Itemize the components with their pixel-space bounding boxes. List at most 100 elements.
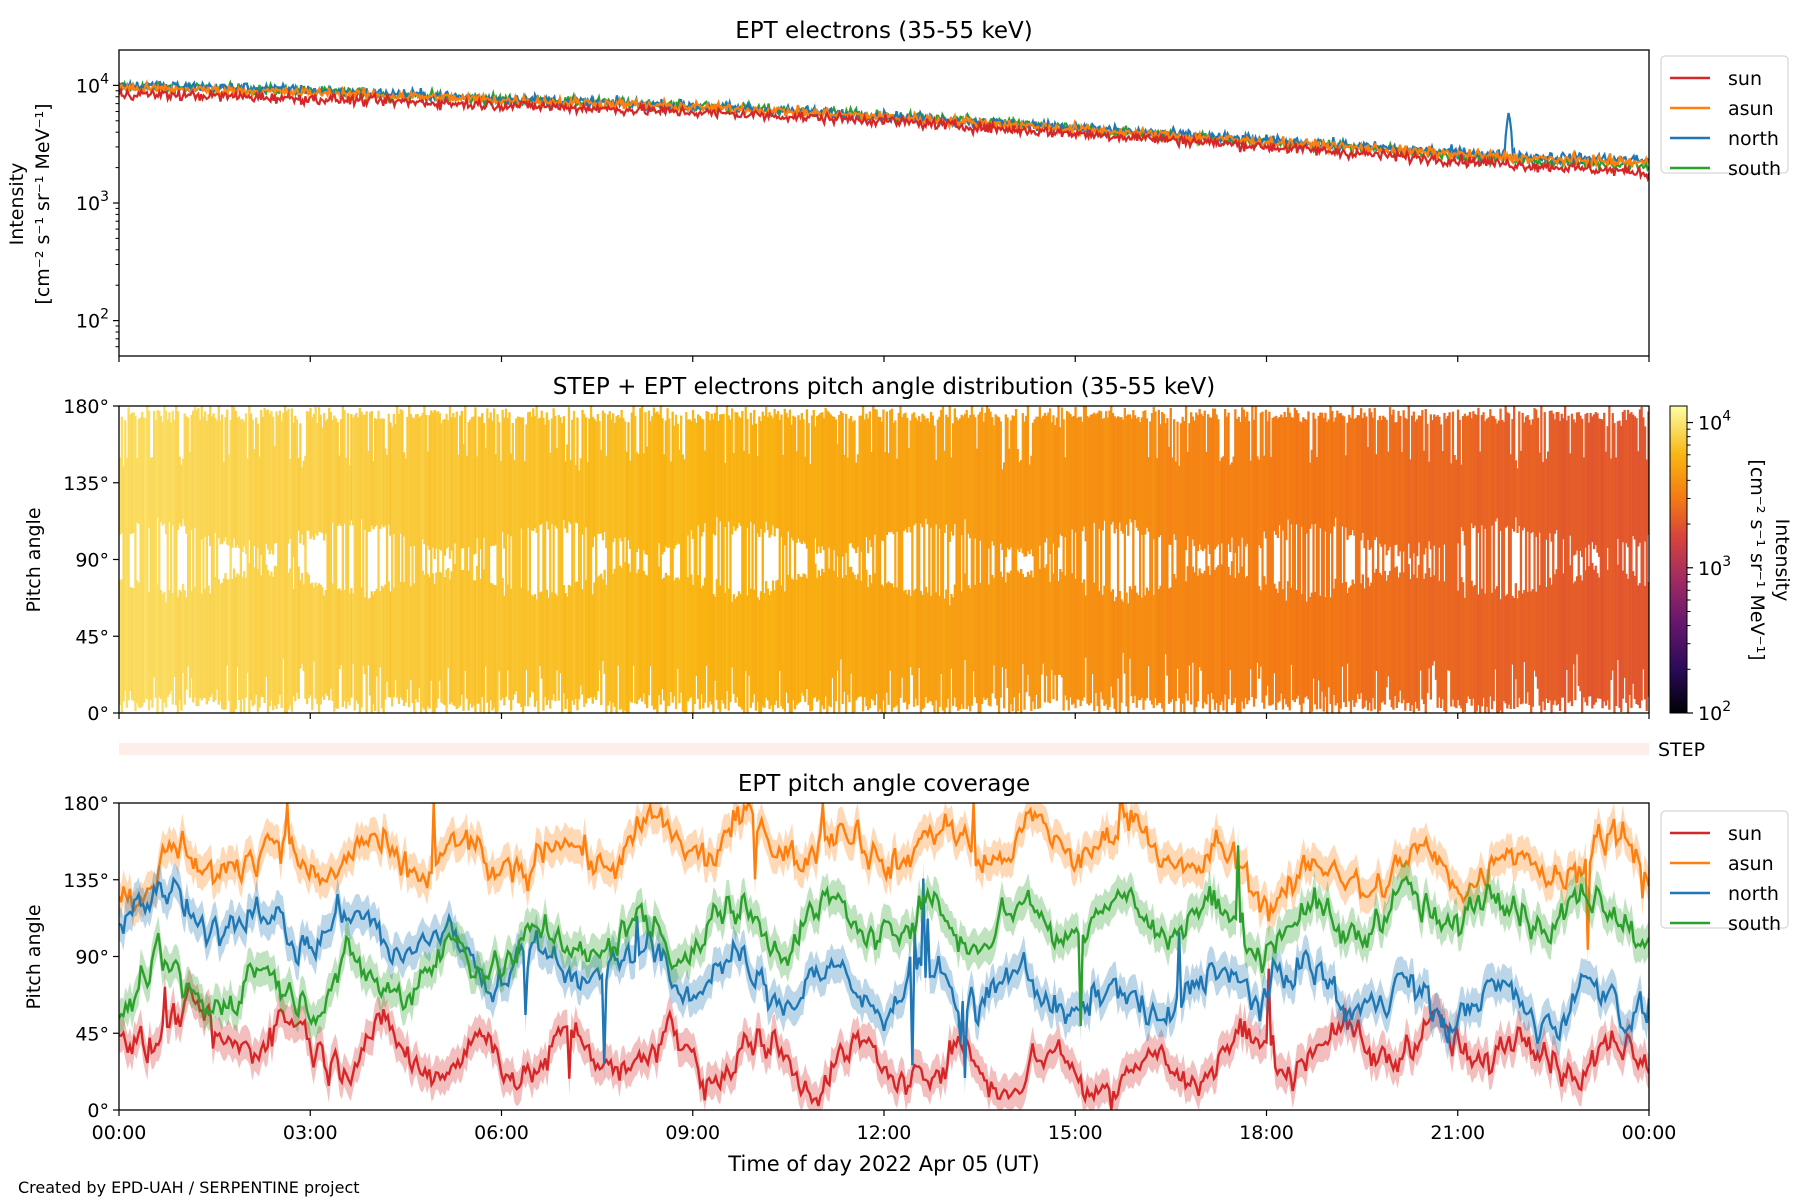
pad-cell bbox=[1383, 417, 1387, 545]
pad-cell bbox=[1581, 418, 1584, 558]
pad-cell bbox=[833, 416, 836, 551]
pad-cell bbox=[146, 406, 149, 700]
pad-cell bbox=[336, 589, 339, 709]
pad-cell bbox=[1428, 568, 1431, 669]
pad-cell bbox=[1264, 584, 1268, 696]
pad-cell bbox=[1174, 461, 1177, 540]
pad-cell bbox=[156, 410, 159, 518]
pad-cell bbox=[676, 577, 679, 669]
pad-cell bbox=[666, 575, 669, 707]
pad-cell bbox=[1106, 417, 1109, 710]
pad-cell bbox=[1283, 411, 1286, 699]
pad-cell bbox=[1258, 459, 1261, 546]
pad-cell bbox=[1319, 595, 1322, 709]
pad-cell bbox=[450, 571, 453, 703]
pad-cell bbox=[379, 590, 382, 668]
pad-cell bbox=[1535, 409, 1538, 537]
pad-cell bbox=[817, 414, 820, 547]
pad-cell bbox=[1122, 419, 1125, 534]
pad-cell bbox=[960, 591, 963, 705]
pad-cell bbox=[1579, 575, 1582, 692]
pad-cell bbox=[1441, 451, 1444, 700]
panel3-title: EPT pitch angle coverage bbox=[738, 771, 1030, 797]
pad-cell bbox=[759, 591, 763, 713]
pad-cell bbox=[1348, 414, 1351, 536]
pad-cell bbox=[1324, 597, 1327, 697]
pad-cell bbox=[346, 413, 350, 702]
pad-cell bbox=[996, 416, 999, 706]
pad-cell bbox=[984, 412, 987, 700]
pad-cell bbox=[1203, 570, 1206, 703]
pad-cell bbox=[1227, 412, 1230, 545]
pad-cell bbox=[1416, 578, 1419, 709]
pad-cell bbox=[1181, 416, 1184, 704]
pad-cell bbox=[202, 416, 205, 698]
pad-cell bbox=[297, 566, 300, 699]
pad-cell bbox=[744, 407, 747, 672]
pad-cell bbox=[1570, 413, 1574, 707]
pad-cell bbox=[221, 582, 224, 709]
pad-cell bbox=[533, 415, 537, 529]
series-line-sun bbox=[119, 87, 1649, 183]
pad-cell bbox=[445, 413, 448, 549]
pad-cell bbox=[402, 452, 406, 537]
pad-cell bbox=[431, 573, 435, 713]
pad-cell bbox=[827, 412, 831, 548]
pad-cell bbox=[1416, 419, 1419, 557]
pad-cell bbox=[261, 416, 265, 697]
pad-cell bbox=[513, 459, 516, 695]
pad-cell bbox=[1446, 416, 1449, 671]
pad-cell bbox=[486, 408, 489, 703]
pad-cell bbox=[776, 579, 780, 709]
pad-cell bbox=[856, 574, 860, 698]
pad-cell bbox=[387, 413, 390, 525]
pad-cell bbox=[1402, 572, 1405, 700]
pad-cell bbox=[1271, 418, 1274, 705]
pad-cell bbox=[952, 423, 955, 536]
pad-cell bbox=[1550, 584, 1553, 713]
pad-cell bbox=[338, 588, 341, 670]
pad-cell bbox=[210, 416, 214, 694]
pad-cell bbox=[929, 411, 933, 528]
pad-cell bbox=[1409, 579, 1412, 711]
pad-cell bbox=[1021, 413, 1024, 554]
pad-cell bbox=[1536, 417, 1540, 689]
pad-cell bbox=[324, 589, 327, 694]
pad-cell bbox=[1084, 406, 1087, 542]
pad-cell bbox=[1144, 410, 1147, 535]
pad-cell bbox=[940, 409, 943, 675]
pad-cell bbox=[545, 412, 548, 522]
pad-cell bbox=[875, 409, 878, 695]
pad-cell bbox=[681, 454, 684, 712]
pad-cell bbox=[1028, 464, 1031, 555]
pad-cell bbox=[1504, 406, 1507, 528]
pad-cell bbox=[795, 451, 798, 543]
pad-cell bbox=[799, 419, 802, 543]
pad-cell bbox=[1319, 412, 1322, 529]
pad-cell bbox=[1594, 565, 1597, 703]
pad-cell bbox=[1193, 420, 1196, 546]
pad-cell bbox=[914, 588, 917, 699]
pad-cell bbox=[384, 584, 387, 700]
pad-cell bbox=[880, 584, 883, 713]
pad-cell bbox=[584, 417, 588, 528]
pad-cell bbox=[1309, 597, 1312, 713]
pad-cell bbox=[372, 594, 375, 705]
pad-cell bbox=[807, 423, 810, 706]
pad-cell bbox=[1385, 580, 1388, 688]
pad-cell bbox=[909, 420, 912, 533]
pad-cell bbox=[1246, 575, 1249, 705]
pad-cell bbox=[367, 598, 370, 666]
pad-cell bbox=[549, 452, 552, 709]
pad-cell bbox=[593, 418, 596, 537]
pad-cell bbox=[931, 415, 934, 706]
pad-cell bbox=[462, 569, 465, 711]
pad-cell bbox=[503, 417, 506, 549]
pad-cell bbox=[887, 581, 890, 705]
y-tick-label: 135° bbox=[63, 473, 109, 495]
pad-cell bbox=[564, 593, 567, 709]
pad-cell bbox=[1020, 460, 1023, 549]
pad-cell bbox=[663, 577, 666, 701]
pad-cell bbox=[924, 419, 928, 519]
legend-label-sun: sun bbox=[1728, 823, 1762, 845]
